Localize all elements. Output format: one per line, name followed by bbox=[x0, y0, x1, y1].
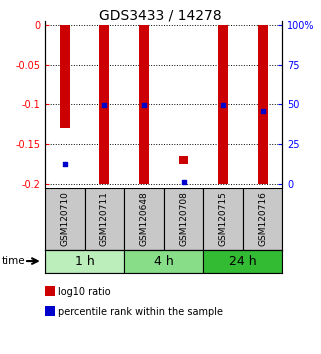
Text: GDS3433 / 14278: GDS3433 / 14278 bbox=[99, 9, 222, 23]
Bar bbox=[100, 25, 109, 184]
Text: time: time bbox=[2, 256, 25, 266]
Bar bbox=[178, 156, 188, 164]
Text: log10 ratio: log10 ratio bbox=[58, 287, 111, 297]
Point bbox=[221, 102, 226, 108]
Bar bbox=[203, 250, 282, 273]
Text: GSM120710: GSM120710 bbox=[60, 191, 69, 246]
Bar bbox=[45, 250, 124, 273]
Text: 1 h: 1 h bbox=[75, 255, 94, 268]
Bar bbox=[218, 25, 228, 184]
Bar bbox=[45, 188, 84, 250]
Bar bbox=[139, 25, 149, 184]
Text: GSM120715: GSM120715 bbox=[219, 191, 228, 246]
Bar bbox=[203, 188, 243, 250]
Bar bbox=[258, 25, 268, 184]
Text: GSM120711: GSM120711 bbox=[100, 191, 109, 246]
Bar bbox=[60, 25, 70, 128]
Text: 4 h: 4 h bbox=[154, 255, 174, 268]
Text: GSM120708: GSM120708 bbox=[179, 191, 188, 246]
Point bbox=[62, 161, 67, 167]
Text: GSM120648: GSM120648 bbox=[139, 191, 148, 246]
Point bbox=[181, 179, 186, 185]
Text: percentile rank within the sample: percentile rank within the sample bbox=[58, 307, 223, 316]
Point bbox=[141, 102, 146, 108]
Bar bbox=[124, 250, 203, 273]
Point bbox=[260, 108, 265, 114]
Point bbox=[102, 102, 107, 108]
Bar bbox=[84, 188, 124, 250]
Text: GSM120716: GSM120716 bbox=[258, 191, 267, 246]
Bar bbox=[243, 188, 282, 250]
Bar bbox=[164, 188, 203, 250]
Bar bbox=[124, 188, 164, 250]
Text: 24 h: 24 h bbox=[229, 255, 257, 268]
